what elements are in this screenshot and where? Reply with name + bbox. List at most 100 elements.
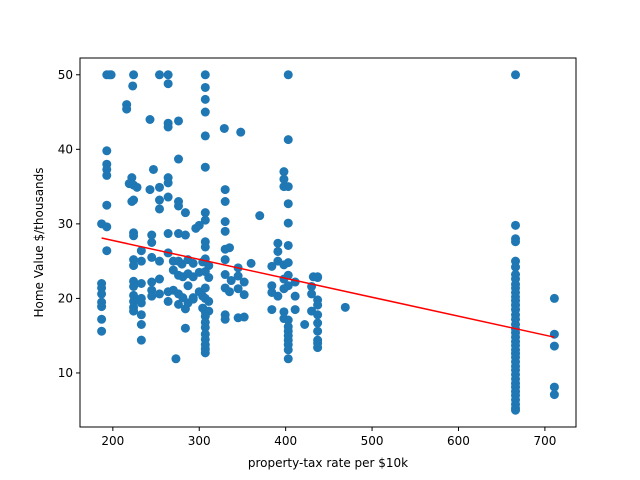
data-point bbox=[136, 246, 146, 256]
data-point bbox=[200, 162, 210, 172]
data-point bbox=[220, 226, 230, 236]
data-point bbox=[145, 185, 155, 195]
data-point bbox=[313, 318, 323, 328]
data-point bbox=[200, 107, 210, 117]
data-point bbox=[102, 222, 112, 232]
regression-line bbox=[101, 237, 555, 338]
data-point bbox=[283, 240, 293, 250]
data-point bbox=[102, 146, 112, 156]
data-point bbox=[174, 299, 184, 309]
data-point bbox=[129, 70, 139, 80]
data-point bbox=[154, 204, 164, 214]
data-point bbox=[188, 258, 198, 268]
data-point bbox=[183, 281, 193, 291]
data-point bbox=[154, 182, 164, 192]
data-point bbox=[511, 262, 521, 272]
data-point bbox=[283, 270, 293, 280]
x-tick-label: 200 bbox=[101, 434, 124, 448]
data-point bbox=[204, 296, 214, 306]
data-point bbox=[174, 154, 184, 164]
data-point bbox=[246, 258, 256, 268]
data-point bbox=[220, 255, 230, 265]
data-point bbox=[239, 290, 249, 300]
data-point bbox=[129, 231, 139, 241]
data-point bbox=[127, 197, 137, 206]
data-point bbox=[313, 310, 323, 320]
data-point bbox=[300, 320, 310, 329]
data-point bbox=[273, 291, 283, 301]
data-point bbox=[132, 182, 142, 192]
data-point bbox=[136, 279, 146, 288]
data-point bbox=[163, 79, 173, 89]
data-point bbox=[154, 274, 164, 284]
x-tick-label: 400 bbox=[274, 434, 297, 448]
y-tick-label: 30 bbox=[58, 217, 73, 231]
data-point bbox=[136, 298, 146, 308]
data-point bbox=[283, 135, 293, 145]
data-point bbox=[549, 390, 559, 400]
data-point bbox=[511, 70, 521, 80]
data-point bbox=[147, 230, 157, 240]
data-point bbox=[220, 185, 230, 195]
data-point bbox=[511, 237, 521, 247]
data-point bbox=[204, 273, 214, 283]
data-point bbox=[97, 302, 107, 312]
data-points bbox=[97, 70, 559, 415]
data-point bbox=[511, 220, 521, 230]
data-point bbox=[163, 122, 173, 132]
data-point bbox=[290, 305, 300, 315]
data-point bbox=[147, 277, 157, 287]
data-point bbox=[163, 296, 173, 306]
y-tick-label: 10 bbox=[58, 366, 73, 380]
x-axis-ticks: 200 300 400 500 600 700 bbox=[101, 427, 556, 448]
data-point bbox=[102, 246, 112, 256]
data-point bbox=[283, 182, 293, 192]
data-point bbox=[136, 256, 146, 266]
data-point bbox=[283, 199, 293, 209]
x-tick-label: 600 bbox=[447, 434, 470, 448]
x-tick-label: 300 bbox=[188, 434, 211, 448]
data-point bbox=[154, 256, 164, 266]
data-point bbox=[220, 197, 230, 206]
data-point bbox=[174, 229, 184, 239]
data-point bbox=[511, 405, 521, 415]
data-point bbox=[136, 310, 146, 320]
data-point bbox=[549, 341, 559, 351]
x-tick-label: 700 bbox=[533, 434, 556, 448]
data-point bbox=[279, 167, 289, 177]
data-point bbox=[188, 294, 198, 304]
data-point bbox=[163, 192, 173, 202]
data-point bbox=[174, 116, 184, 126]
data-point bbox=[267, 281, 277, 291]
data-point bbox=[129, 306, 139, 316]
y-tick-label: 50 bbox=[58, 68, 73, 82]
data-point bbox=[549, 382, 559, 392]
data-point bbox=[283, 315, 293, 325]
data-point bbox=[154, 70, 164, 80]
data-point bbox=[283, 258, 293, 268]
data-point bbox=[200, 242, 210, 252]
data-point bbox=[220, 314, 230, 324]
data-point bbox=[200, 322, 210, 332]
data-point bbox=[226, 276, 236, 286]
data-point bbox=[200, 94, 210, 104]
data-point bbox=[283, 218, 293, 228]
y-tick-label: 40 bbox=[58, 142, 73, 156]
data-point bbox=[224, 287, 234, 297]
plot-frame bbox=[79, 57, 577, 428]
data-point bbox=[147, 291, 157, 301]
data-point bbox=[154, 289, 164, 299]
data-point bbox=[233, 284, 243, 294]
data-point bbox=[180, 208, 190, 218]
data-point bbox=[239, 277, 249, 287]
data-point bbox=[136, 320, 146, 329]
data-point bbox=[180, 323, 190, 333]
data-point bbox=[122, 104, 132, 114]
data-point bbox=[313, 300, 323, 310]
data-point bbox=[290, 291, 300, 301]
data-point bbox=[219, 123, 229, 133]
data-point bbox=[145, 115, 155, 124]
data-point bbox=[147, 252, 157, 262]
data-point bbox=[313, 343, 323, 353]
